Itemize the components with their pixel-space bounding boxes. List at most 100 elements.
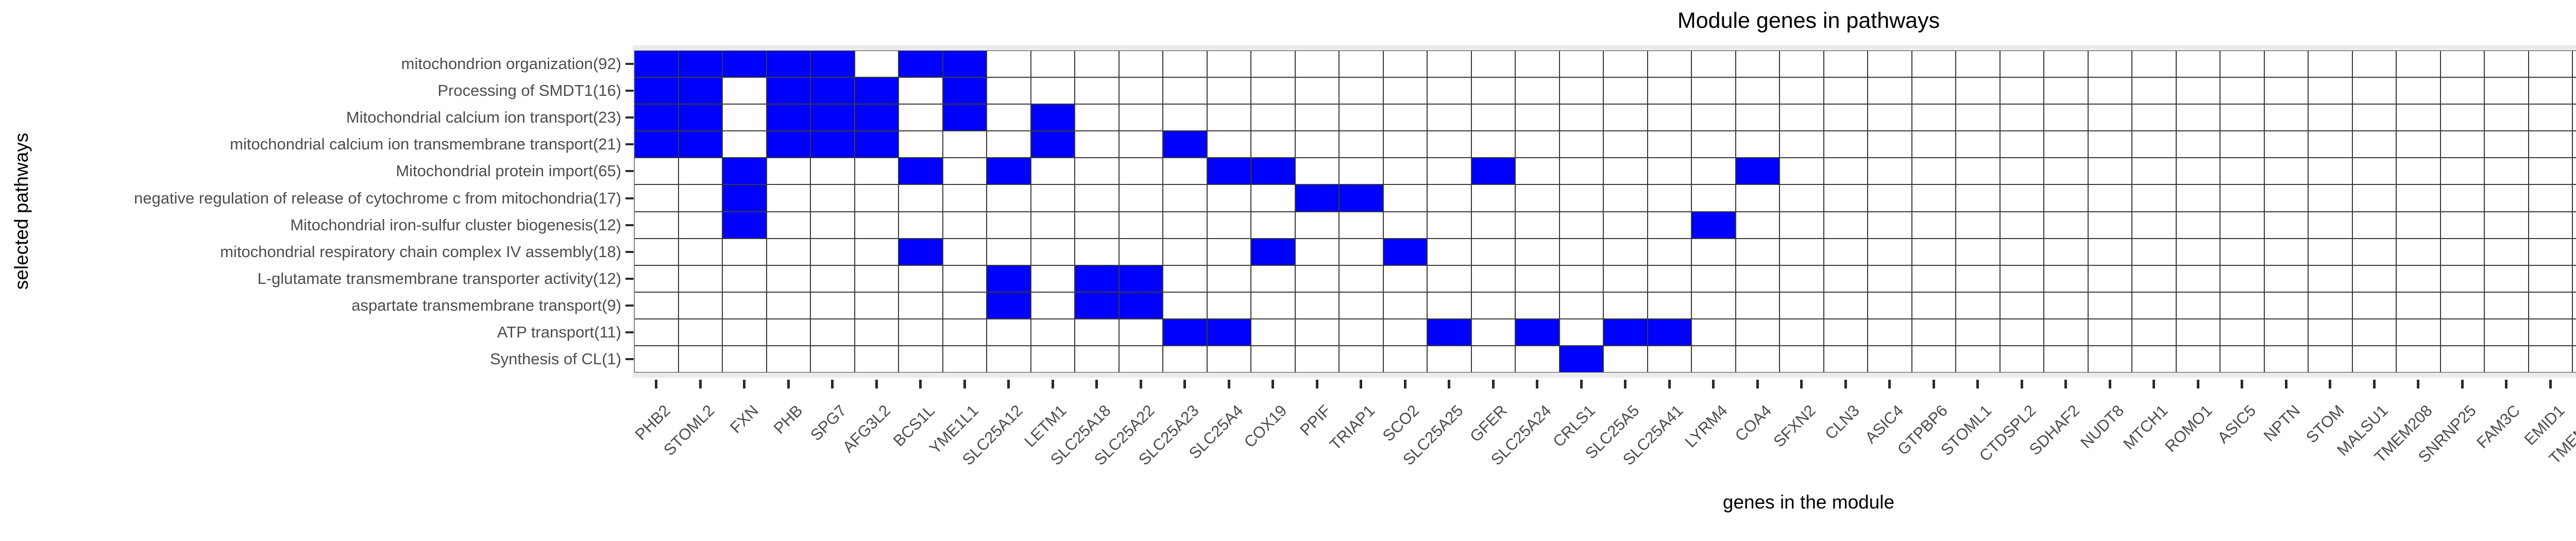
x-tick xyxy=(2284,380,2287,388)
heatmap-cell xyxy=(1163,346,1207,373)
heatmap-cell xyxy=(854,131,899,158)
heatmap-cell xyxy=(1118,318,1163,346)
heatmap-cell xyxy=(2088,292,2132,319)
heatmap-cell xyxy=(634,77,679,105)
heatmap-cell xyxy=(1780,77,1824,105)
heatmap-cell xyxy=(1471,346,1515,373)
y-tick xyxy=(625,143,634,146)
heatmap-cell xyxy=(1956,77,2000,105)
heatmap-cell xyxy=(1207,131,1251,158)
heatmap-cell xyxy=(810,211,855,239)
heatmap-cell xyxy=(1735,184,1780,212)
heatmap-cell xyxy=(1207,211,1251,239)
heatmap-cell xyxy=(1339,77,1383,105)
x-axis-label: ASIC5 xyxy=(2214,401,2260,447)
heatmap-cell xyxy=(1956,265,2000,292)
heatmap-cell xyxy=(2044,318,2088,346)
heatmap-cell xyxy=(2572,211,2576,239)
heatmap-cell xyxy=(1118,292,1163,319)
heatmap-cell xyxy=(1075,131,1119,158)
heatmap-cell xyxy=(1911,238,1956,265)
heatmap-cell xyxy=(1911,104,1956,131)
heatmap-cell xyxy=(2396,77,2441,105)
heatmap-cell xyxy=(1030,211,1075,239)
y-axis-label: mitochondrial respiratory chain complex … xyxy=(220,242,621,261)
heatmap-cell xyxy=(1251,265,1295,292)
heatmap-cell xyxy=(987,211,1031,239)
heatmap-cell xyxy=(1868,265,1912,292)
heatmap-cell xyxy=(1999,50,2044,78)
heatmap-cell xyxy=(722,104,767,131)
heatmap-cell xyxy=(1383,318,1427,346)
heatmap-cell xyxy=(2044,238,2088,265)
heatmap-cell xyxy=(2264,77,2308,105)
x-tick xyxy=(1183,380,1187,388)
heatmap-cell xyxy=(1868,50,1912,78)
heatmap-cell xyxy=(2220,292,2264,319)
heatmap-cell xyxy=(2528,50,2572,78)
heatmap-cell xyxy=(854,158,899,185)
heatmap-cell xyxy=(1603,104,1648,131)
heatmap-cell xyxy=(1427,184,1471,212)
heatmap-cell xyxy=(1999,265,2044,292)
heatmap-cell xyxy=(1647,292,1691,319)
heatmap-cell xyxy=(2572,265,2576,292)
heatmap-cell xyxy=(1735,265,1780,292)
x-tick xyxy=(655,380,658,388)
heatmap-cell xyxy=(2308,292,2352,319)
x-tick xyxy=(2329,380,2332,388)
heatmap-cell xyxy=(2088,131,2132,158)
heatmap-cell xyxy=(1911,131,1956,158)
heatmap-cell xyxy=(2088,158,2132,185)
heatmap-cell xyxy=(1515,158,1560,185)
heatmap-cell xyxy=(854,265,899,292)
x-axis-label: CLN3 xyxy=(1821,401,1863,443)
heatmap-cell xyxy=(1691,318,1736,346)
heatmap-cell xyxy=(2220,346,2264,373)
heatmap-cell xyxy=(1383,50,1427,78)
heatmap-cell xyxy=(1515,238,1560,265)
heatmap-cell xyxy=(1911,184,1956,212)
heatmap-cell xyxy=(1339,158,1383,185)
heatmap-cell xyxy=(1956,50,2000,78)
heatmap-cell xyxy=(2528,318,2572,346)
heatmap-cell xyxy=(2264,104,2308,131)
x-tick xyxy=(2108,380,2111,388)
heatmap-cell xyxy=(1383,131,1427,158)
heatmap-cell xyxy=(1075,211,1119,239)
heatmap-cell xyxy=(1075,104,1119,131)
heatmap-cell xyxy=(722,318,767,346)
y-axis-label: Processing of SMDT1(16) xyxy=(437,81,621,100)
heatmap-cell xyxy=(1075,292,1119,319)
heatmap-cell xyxy=(1603,265,1648,292)
heatmap-cell xyxy=(1823,211,1868,239)
heatmap-cell xyxy=(2088,77,2132,105)
x-tick xyxy=(919,380,922,388)
heatmap-cell xyxy=(1735,238,1780,265)
heatmap-cell xyxy=(2528,77,2572,105)
heatmap-cell xyxy=(1515,292,1560,319)
x-tick xyxy=(1668,380,1671,388)
heatmap-cell xyxy=(1603,77,1648,105)
y-tick xyxy=(625,304,634,307)
heatmap-cell xyxy=(1559,158,1603,185)
heatmap-cell xyxy=(766,184,810,212)
heatmap-cell xyxy=(2044,158,2088,185)
heatmap-cell xyxy=(1559,104,1603,131)
heatmap-cell xyxy=(1999,77,2044,105)
heatmap-cell xyxy=(1251,211,1295,239)
heatmap-cell xyxy=(1956,131,2000,158)
heatmap-cell xyxy=(634,346,679,373)
heatmap-cell xyxy=(2396,184,2441,212)
heatmap-cell xyxy=(1691,265,1736,292)
heatmap-cell xyxy=(722,158,767,185)
heatmap-cell xyxy=(942,346,987,373)
heatmap-cell xyxy=(1868,77,1912,105)
heatmap-cell xyxy=(1780,211,1824,239)
heatmap-cell xyxy=(854,77,899,105)
heatmap-cell xyxy=(2088,265,2132,292)
heatmap-cell xyxy=(2308,318,2352,346)
heatmap-cell xyxy=(1251,50,1295,78)
heatmap-cell xyxy=(678,265,722,292)
x-axis-label: COX19 xyxy=(1240,401,1291,451)
